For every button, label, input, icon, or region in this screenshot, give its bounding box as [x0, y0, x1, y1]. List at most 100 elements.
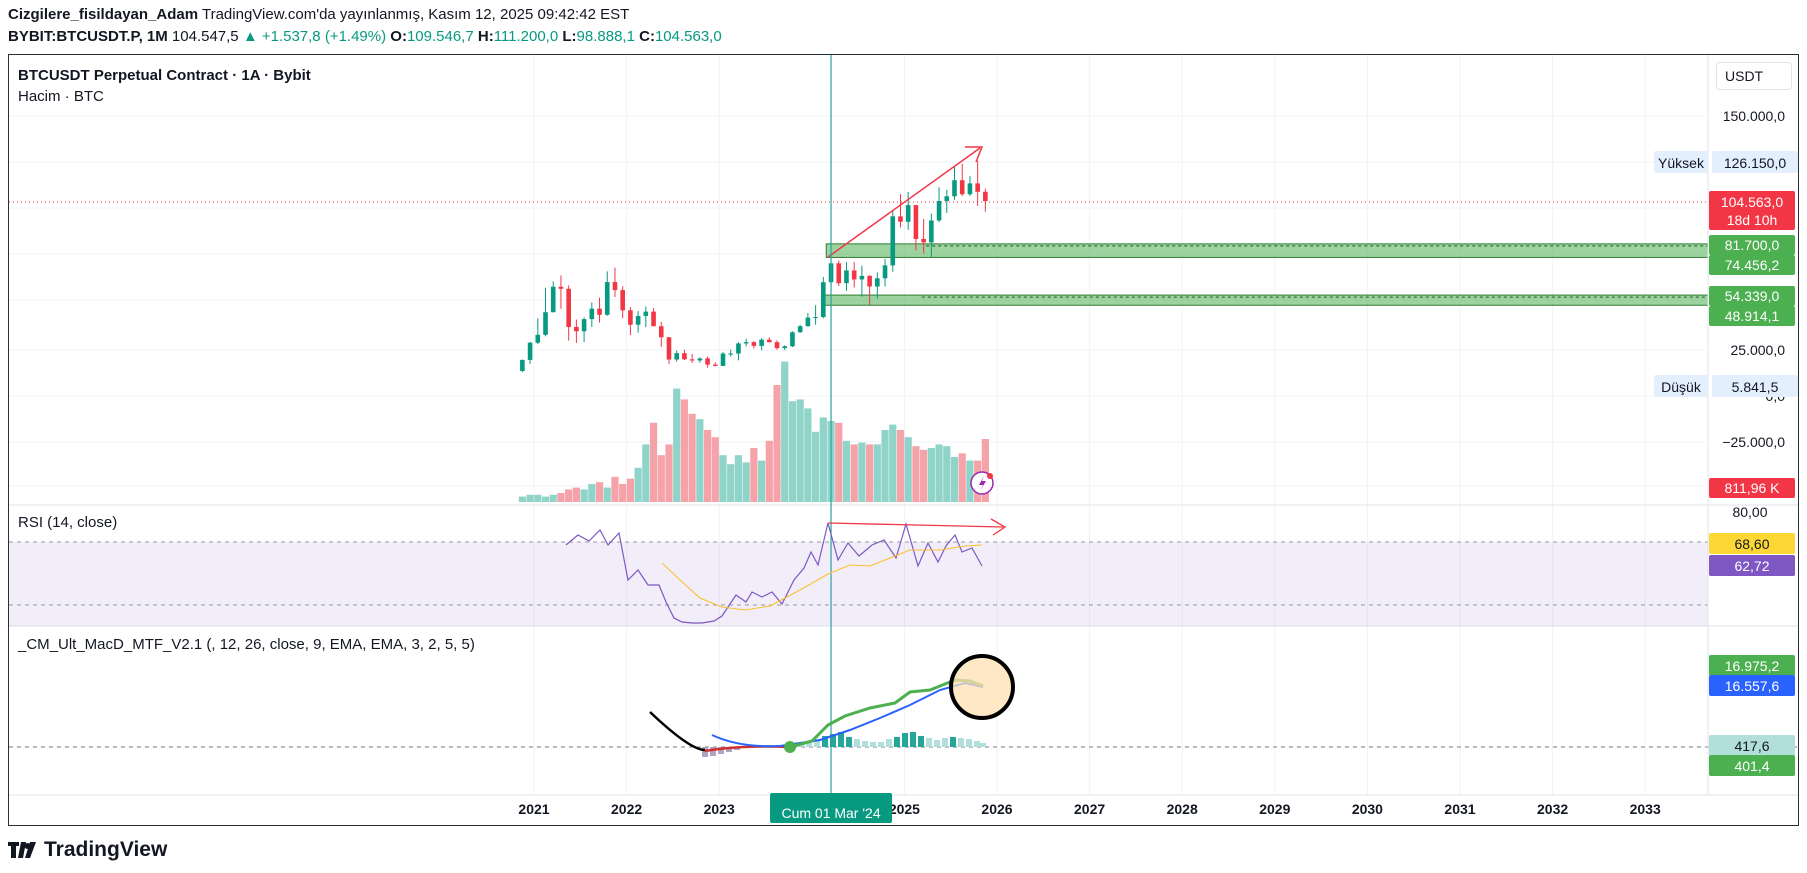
macd-histogram-bar	[870, 742, 876, 747]
brand-name: TradingView	[44, 838, 168, 861]
last-price-label: 104.563,0	[1721, 194, 1783, 210]
macd-signal-line	[711, 681, 984, 748]
rsi-signal-label: 68,60	[1734, 536, 1769, 552]
macd-histogram-bar	[942, 738, 948, 747]
candle-body	[959, 180, 965, 195]
volume-bar	[657, 455, 665, 502]
legend-rsi[interactable]: RSI (14, close)	[18, 514, 118, 531]
zone2-bottom-label-bg	[1709, 306, 1795, 326]
volume-bar	[958, 453, 966, 502]
candle-body	[905, 205, 911, 222]
currency-button[interactable]: USDT	[1716, 62, 1792, 90]
macd-histogram-bar	[886, 739, 892, 747]
macd-histogram-bar	[838, 732, 844, 747]
candle-body	[743, 342, 749, 344]
candle-body	[952, 180, 957, 197]
candle-body	[620, 290, 625, 311]
volume-bar	[565, 489, 573, 502]
high-label: Yüksek	[1658, 155, 1705, 171]
macd-value3-label-bg	[1709, 735, 1795, 756]
volume-bar	[796, 399, 804, 502]
price-tick: −25.000,0	[1722, 434, 1785, 450]
legend-macd[interactable]: _CM_Ult_MacD_MTF_V2.1 (, 12, 26, close, …	[18, 636, 475, 653]
volume-bar	[549, 494, 557, 502]
volume-bar	[835, 422, 843, 502]
publish-text: TradingView.com'da yayınlanmış, Kasım 12…	[201, 6, 630, 23]
volume-bar	[804, 408, 812, 502]
price-tick: 25.000,0	[1731, 342, 1786, 358]
volume-bar	[966, 460, 974, 502]
volume-bar	[781, 361, 789, 502]
zone2-top-label-bg	[1709, 286, 1795, 306]
last-price: 104.547,5	[171, 28, 239, 45]
time-tick: 2023	[704, 801, 735, 817]
legend-volume[interactable]: Hacim · BTC	[18, 88, 104, 105]
low-label: L:	[562, 28, 577, 45]
time-tick: 2026	[981, 801, 1012, 817]
candle-body	[705, 358, 710, 365]
high-value: 126.150,0	[1724, 155, 1786, 171]
macd-value2-label: 16.557,6	[1725, 678, 1780, 694]
volume-bar	[842, 440, 851, 502]
macd-value3-label: 417,6	[1734, 738, 1769, 754]
macd-value4-label-bg	[1709, 755, 1795, 776]
volume-bar	[734, 455, 743, 502]
candle-body	[921, 238, 926, 243]
candle-body	[697, 358, 703, 361]
rsi-value-label: 62,72	[1734, 558, 1769, 574]
macd-histogram-bar	[934, 740, 940, 747]
open-label: O:	[390, 28, 407, 45]
volume-bar	[943, 446, 951, 502]
candle-body	[836, 263, 842, 284]
candle-body	[751, 342, 757, 346]
rsi-value-label-bg	[1709, 555, 1795, 576]
candle-body	[612, 282, 618, 291]
macd-histogram-bar	[926, 738, 932, 747]
volume-bar	[595, 482, 604, 502]
candle-body	[774, 342, 780, 349]
macd-histogram-bar	[902, 733, 908, 747]
macd-cross-marker	[784, 741, 796, 753]
candle-body	[604, 282, 610, 315]
volume-bar	[742, 462, 750, 502]
time-tick: 2033	[1630, 801, 1661, 817]
author-name[interactable]: Cizgilere_fisildayan_Adam	[8, 6, 199, 23]
volume-bar	[812, 431, 820, 502]
volume-bar	[603, 487, 611, 502]
tradingview-logo-icon	[8, 842, 36, 858]
macd-histogram-bar	[718, 747, 724, 754]
macd-histogram-bar	[846, 737, 852, 747]
candle-body	[851, 270, 857, 280]
time-tick: 2028	[1167, 801, 1198, 817]
volume-bar	[526, 494, 534, 502]
volume-bar	[757, 460, 766, 502]
macd-red-segment	[704, 745, 791, 753]
macd-histogram-bar	[966, 739, 972, 747]
candle-body	[821, 282, 826, 318]
low-value: 5.841,5	[1732, 379, 1779, 395]
low-value: 98.888,1	[576, 28, 635, 45]
candle-body	[682, 353, 687, 360]
countdown-label-bg	[1709, 210, 1795, 230]
volume-bar	[711, 437, 719, 502]
volume-bar	[719, 455, 727, 502]
volume-bar	[935, 444, 943, 502]
macd-histogram-bar	[894, 737, 900, 747]
time-tick: 2030	[1352, 801, 1383, 817]
crosshair-time-label-bg	[770, 793, 893, 823]
volume-bar	[642, 444, 650, 502]
brand[interactable]: TradingView	[8, 838, 167, 862]
candle-body	[574, 326, 579, 332]
macd-histogram-bar	[822, 736, 828, 747]
legend-title[interactable]: BTCUSDT Perpetual Contract · 1A · Bybit	[18, 67, 311, 84]
rsi-signal-line	[661, 544, 983, 611]
publish-info: Cizgilere_fisildayan_Adam TradingView.co…	[8, 6, 629, 23]
rsi-divergence-arrow-head	[990, 518, 1007, 536]
price-change: ▲ +1.537,8 (+1.49%)	[242, 28, 387, 45]
candle-body	[736, 343, 741, 354]
candle-body	[797, 326, 803, 333]
rsi-line	[565, 521, 983, 624]
volume-bar	[866, 444, 874, 502]
candle-body	[983, 191, 988, 202]
